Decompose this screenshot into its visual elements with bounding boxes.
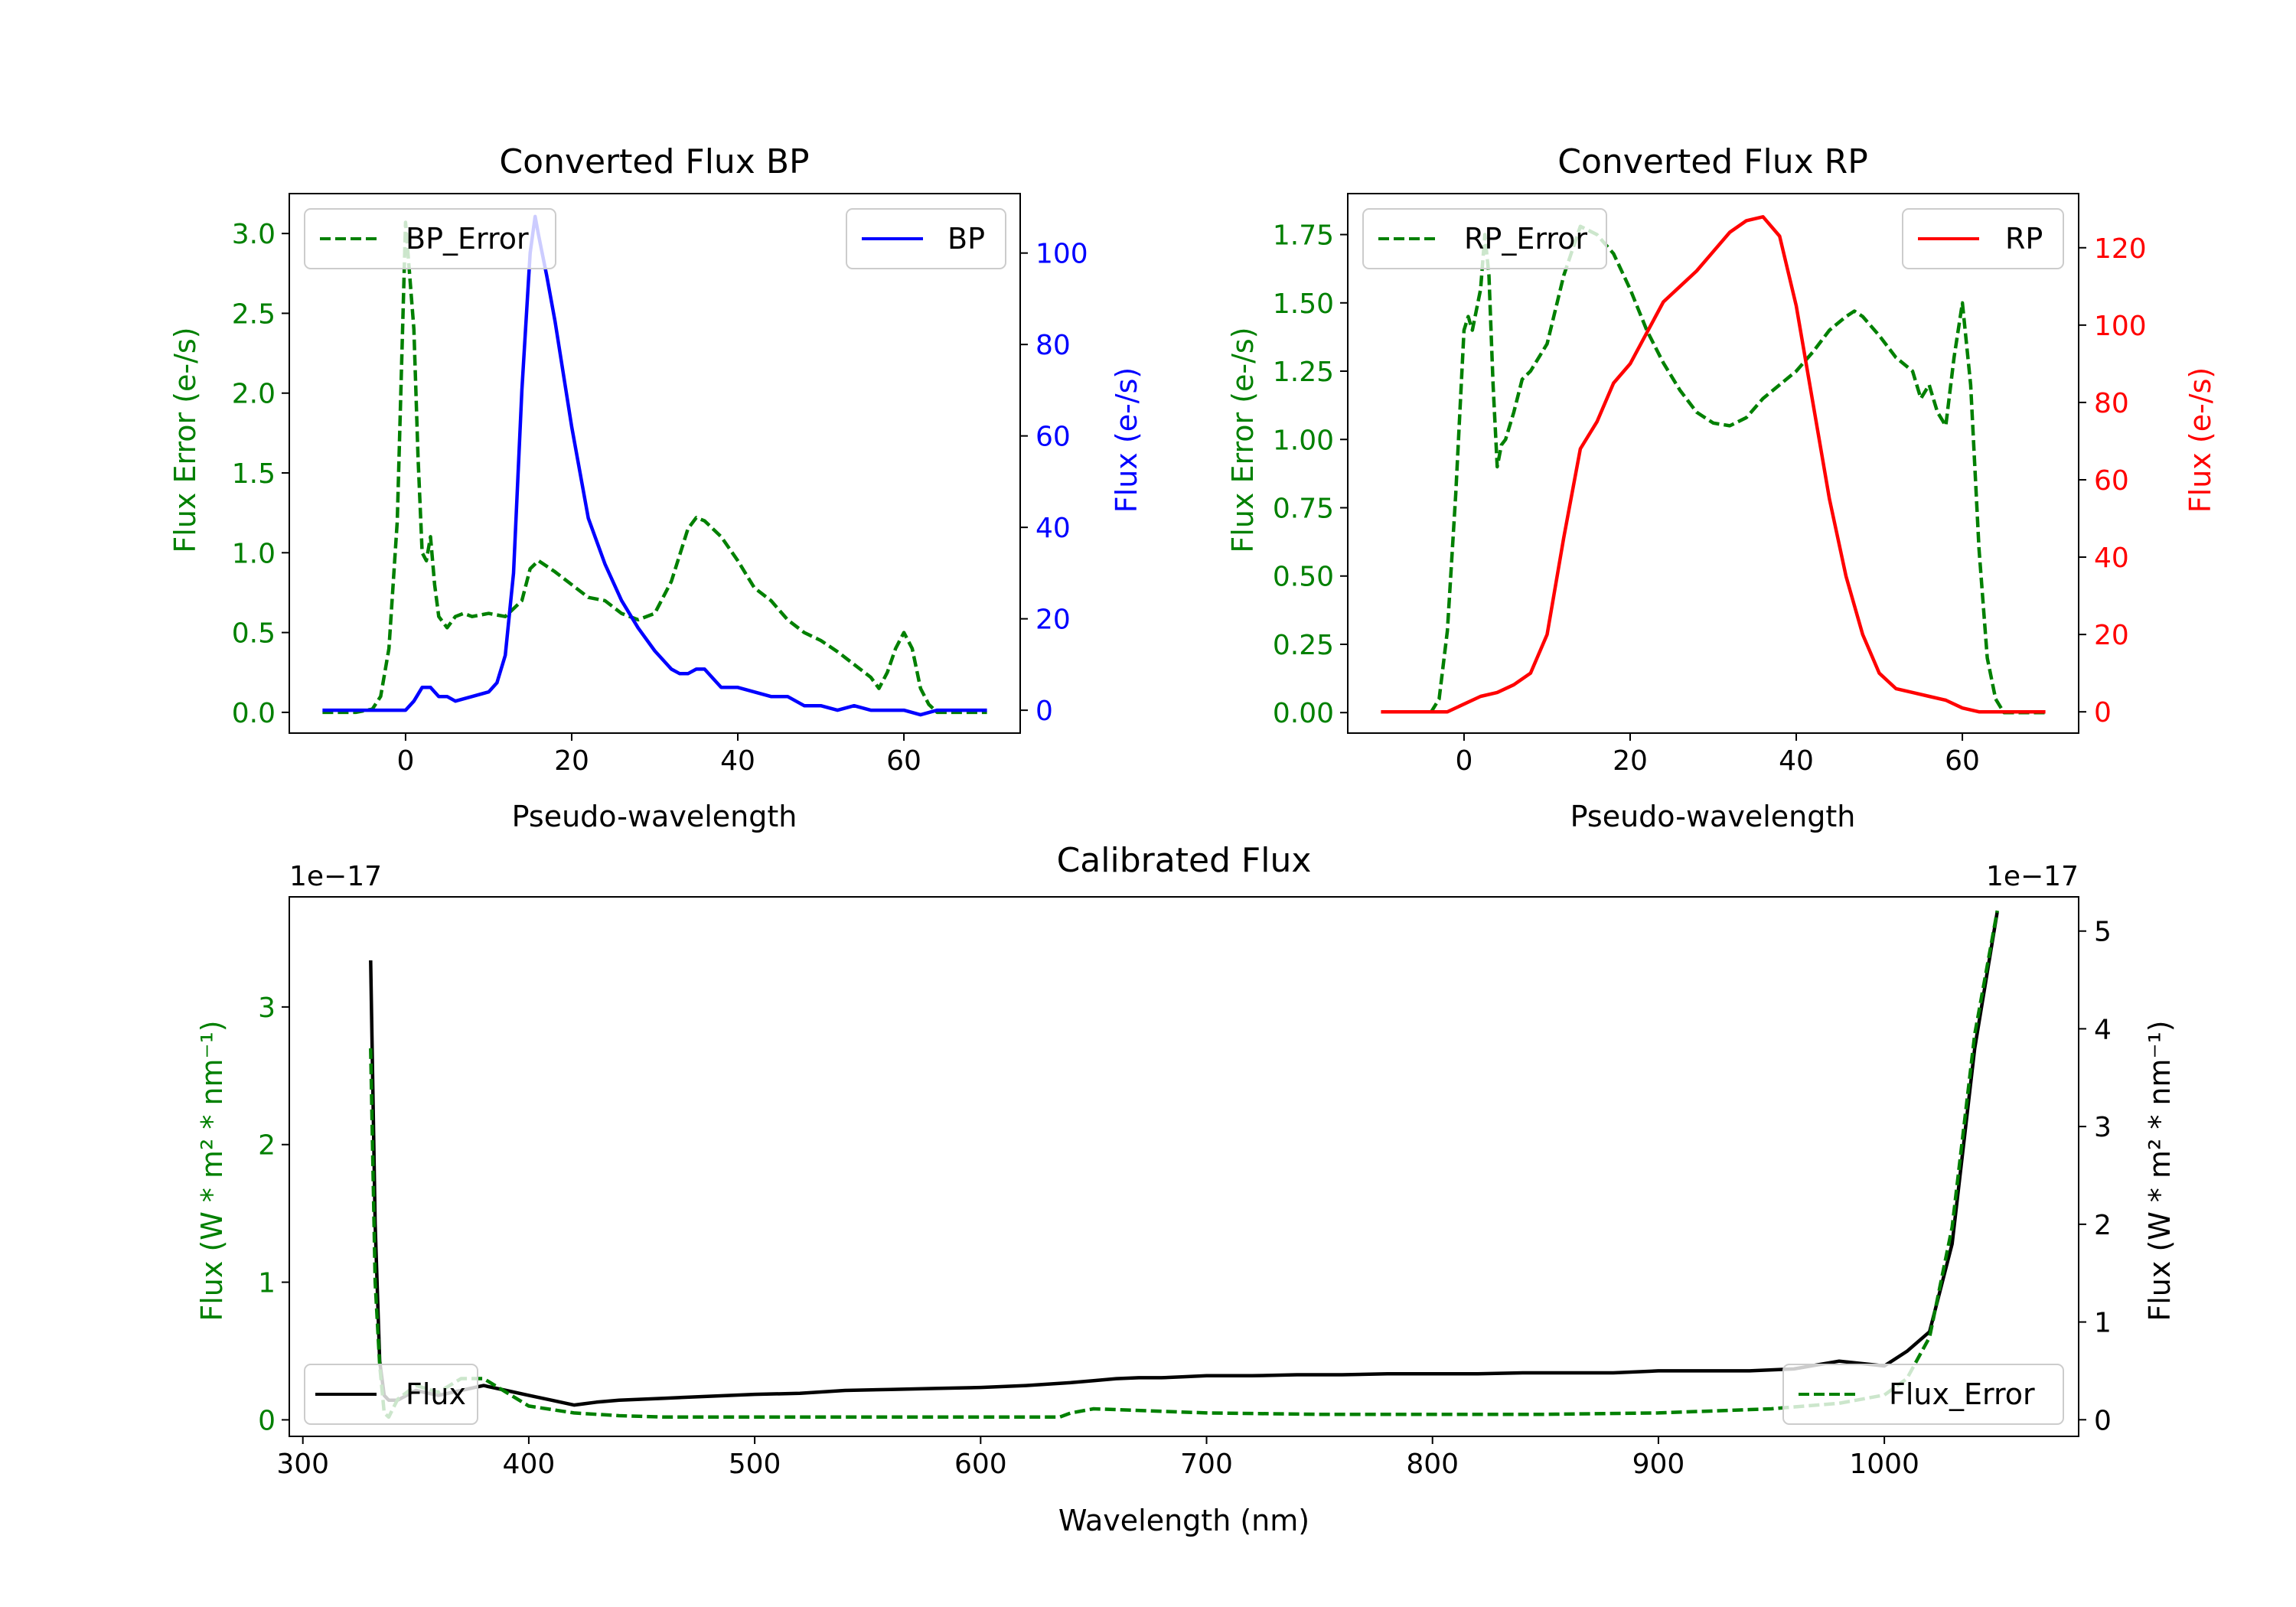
cal-right-y-tick-label: 1 [2094, 1308, 2112, 1339]
bp-left-y-tick-label: 2.5 [232, 298, 276, 330]
rp-left-y-tick-label: 0.75 [1273, 494, 1334, 525]
bp-left-axis-label: Flux Error (e-/s) [168, 327, 202, 553]
cal-right-y-tick-label: 0 [2094, 1405, 2112, 1436]
cal-x-tick-label: 1000 [1849, 1449, 1919, 1480]
cal-left-y-tick-label: 0 [258, 1405, 276, 1436]
rp-x-tick-label: 60 [1945, 745, 1980, 777]
rp-right-y-tick-label: 120 [2094, 233, 2147, 265]
bp-left-y-tick-label: 0.5 [232, 618, 276, 650]
bp-left-y-tick-label: 2.0 [232, 379, 276, 410]
cal-left-y-tick-label: 1 [258, 1268, 276, 1299]
bp-right-y-tick-label: 80 [1035, 330, 1071, 361]
rp-left-y-tick-label: 1.00 [1273, 425, 1334, 456]
calibrated-x-axis-label: Wavelength (nm) [1058, 1504, 1309, 1537]
rp-left-y-tick-label: 1.75 [1273, 220, 1334, 252]
rp-plot-frame [1347, 193, 2079, 734]
bp-plot-frame [289, 193, 1021, 734]
rp-rp-line [1381, 215, 2046, 714]
cal-x-tick-label: 500 [729, 1449, 781, 1480]
cal-x-tick-label: 700 [1180, 1449, 1233, 1480]
rp-right-y-tick-label: 20 [2094, 620, 2129, 651]
cal-left-y-tick-label: 2 [258, 1130, 276, 1162]
cal-right-y-tick-label: 2 [2094, 1210, 2112, 1241]
bp-left-y-tick-label: 1.5 [232, 458, 276, 490]
rp-left-y-tick-label: 0.25 [1273, 630, 1334, 661]
bp-legend-left: BP_Error [304, 208, 556, 269]
rp-left-y-tick-label: 0.50 [1273, 562, 1334, 593]
bp-left-y-tick-label: 0.0 [232, 698, 276, 729]
cal-x-tick-label: 900 [1632, 1449, 1685, 1480]
bp-flux-legend-label: BP [947, 222, 985, 256]
rp-x-tick-label: 0 [1455, 745, 1473, 777]
calibrated-plot-frame [289, 896, 2079, 1437]
cal-x-tick-label: 600 [954, 1449, 1007, 1480]
rp-right-y-tick-label: 60 [2094, 465, 2129, 497]
bp-bp-line [322, 214, 987, 717]
bp-bp-error-line [322, 220, 987, 715]
bp-x-axis-label: Pseudo-wavelength [512, 800, 797, 833]
bp-title: Converted Flux BP [499, 142, 809, 181]
cal-left-y-tick-label: 3 [258, 993, 276, 1024]
calibrated-panel: Calibrated Flux 1e−17 1e−17 Wavelength (… [195, 841, 2177, 1537]
bp-left-y-tick-label: 1.0 [232, 538, 276, 569]
bp-error-legend-label: BP_Error [406, 222, 529, 256]
rp-title: Converted Flux RP [1557, 142, 1868, 181]
rp-error-legend-label: RP_Error [1464, 222, 1587, 256]
cal-right-y-tick-label: 4 [2094, 1014, 2112, 1045]
rp-right-axis-label: Flux (e-/s) [2183, 367, 2217, 513]
bp-right-axis-label: Flux (e-/s) [1110, 367, 1143, 513]
bp-right-y-tick-label: 100 [1035, 239, 1088, 270]
rp-flux-legend-label: RP [2005, 222, 2043, 256]
rp-panel: Converted Flux RP Pseudo-wavelength Flux… [1226, 142, 2217, 833]
bp-legend-right: BP [846, 208, 1006, 269]
bp-panel: Converted Flux BP Pseudo-wavelength Flux… [168, 142, 1143, 833]
bp-x-tick-label: 40 [720, 745, 755, 777]
cal-right-y-tick-label: 3 [2094, 1112, 2112, 1143]
rp-right-y-tick-label: 40 [2094, 543, 2129, 574]
rp-x-tick-label: 40 [1779, 745, 1814, 777]
bp-legend-right-box [846, 208, 1006, 269]
rp-legend-left-box [1362, 208, 1607, 269]
rp-right-y-tick-label: 0 [2094, 697, 2112, 729]
rp-left-y-tick-label: 1.25 [1273, 357, 1334, 388]
rp-left-axis-label: Flux Error (e-/s) [1226, 327, 1260, 553]
calibrated-right-offset-text: 1e−17 [1986, 861, 2079, 892]
rp-legend-right-box [1902, 208, 2064, 269]
bp-right-y-tick-label: 40 [1035, 513, 1071, 544]
rp-right-y-tick-label: 100 [2094, 311, 2147, 342]
rp-left-y-tick-label: 1.50 [1273, 288, 1334, 320]
bp-x-tick-label: 60 [886, 745, 921, 777]
flux-legend-label: Flux [406, 1377, 466, 1411]
calibrated-left-axis-label: Flux (W * m² * nm⁻¹) [195, 1020, 229, 1321]
rp-x-tick-label: 20 [1613, 745, 1648, 777]
bp-x-tick-label: 20 [554, 745, 589, 777]
calibrated-legend-right: Flux_Error [1782, 1364, 2064, 1425]
calibrated-left-offset-text: 1e−17 [289, 861, 382, 892]
bp-left-y-tick-label: 3.0 [232, 219, 276, 250]
rp-legend-right: RP [1902, 208, 2064, 269]
calibrated-right-axis-label: Flux (W * m² * nm⁻¹) [2143, 1020, 2177, 1321]
calibrated-legend-right-box [1782, 1364, 2064, 1425]
bp-right-y-tick-label: 60 [1035, 422, 1071, 453]
rp-x-axis-label: Pseudo-wavelength [1570, 800, 1856, 833]
flux-error-legend-label: Flux_Error [1889, 1377, 2035, 1411]
cal-x-tick-label: 400 [503, 1449, 556, 1480]
cal-x-tick-label: 300 [276, 1449, 329, 1480]
cal-right-y-tick-label: 5 [2094, 917, 2112, 948]
rp-right-y-tick-label: 80 [2094, 388, 2129, 419]
bp-right-y-tick-label: 0 [1035, 696, 1053, 727]
rp-left-y-tick-label: 0.00 [1273, 698, 1334, 729]
calibrated-title: Calibrated Flux [1057, 841, 1312, 880]
calibrated-legend-left: Flux [304, 1364, 478, 1425]
rp-legend-left: RP_Error [1362, 208, 1607, 269]
bp-right-y-tick-label: 20 [1035, 605, 1071, 636]
bp-legend-left-box [304, 208, 556, 269]
cal-x-tick-label: 800 [1406, 1449, 1459, 1480]
calibrated-legend-left-box [304, 1364, 478, 1425]
bp-x-tick-label: 0 [396, 745, 414, 777]
